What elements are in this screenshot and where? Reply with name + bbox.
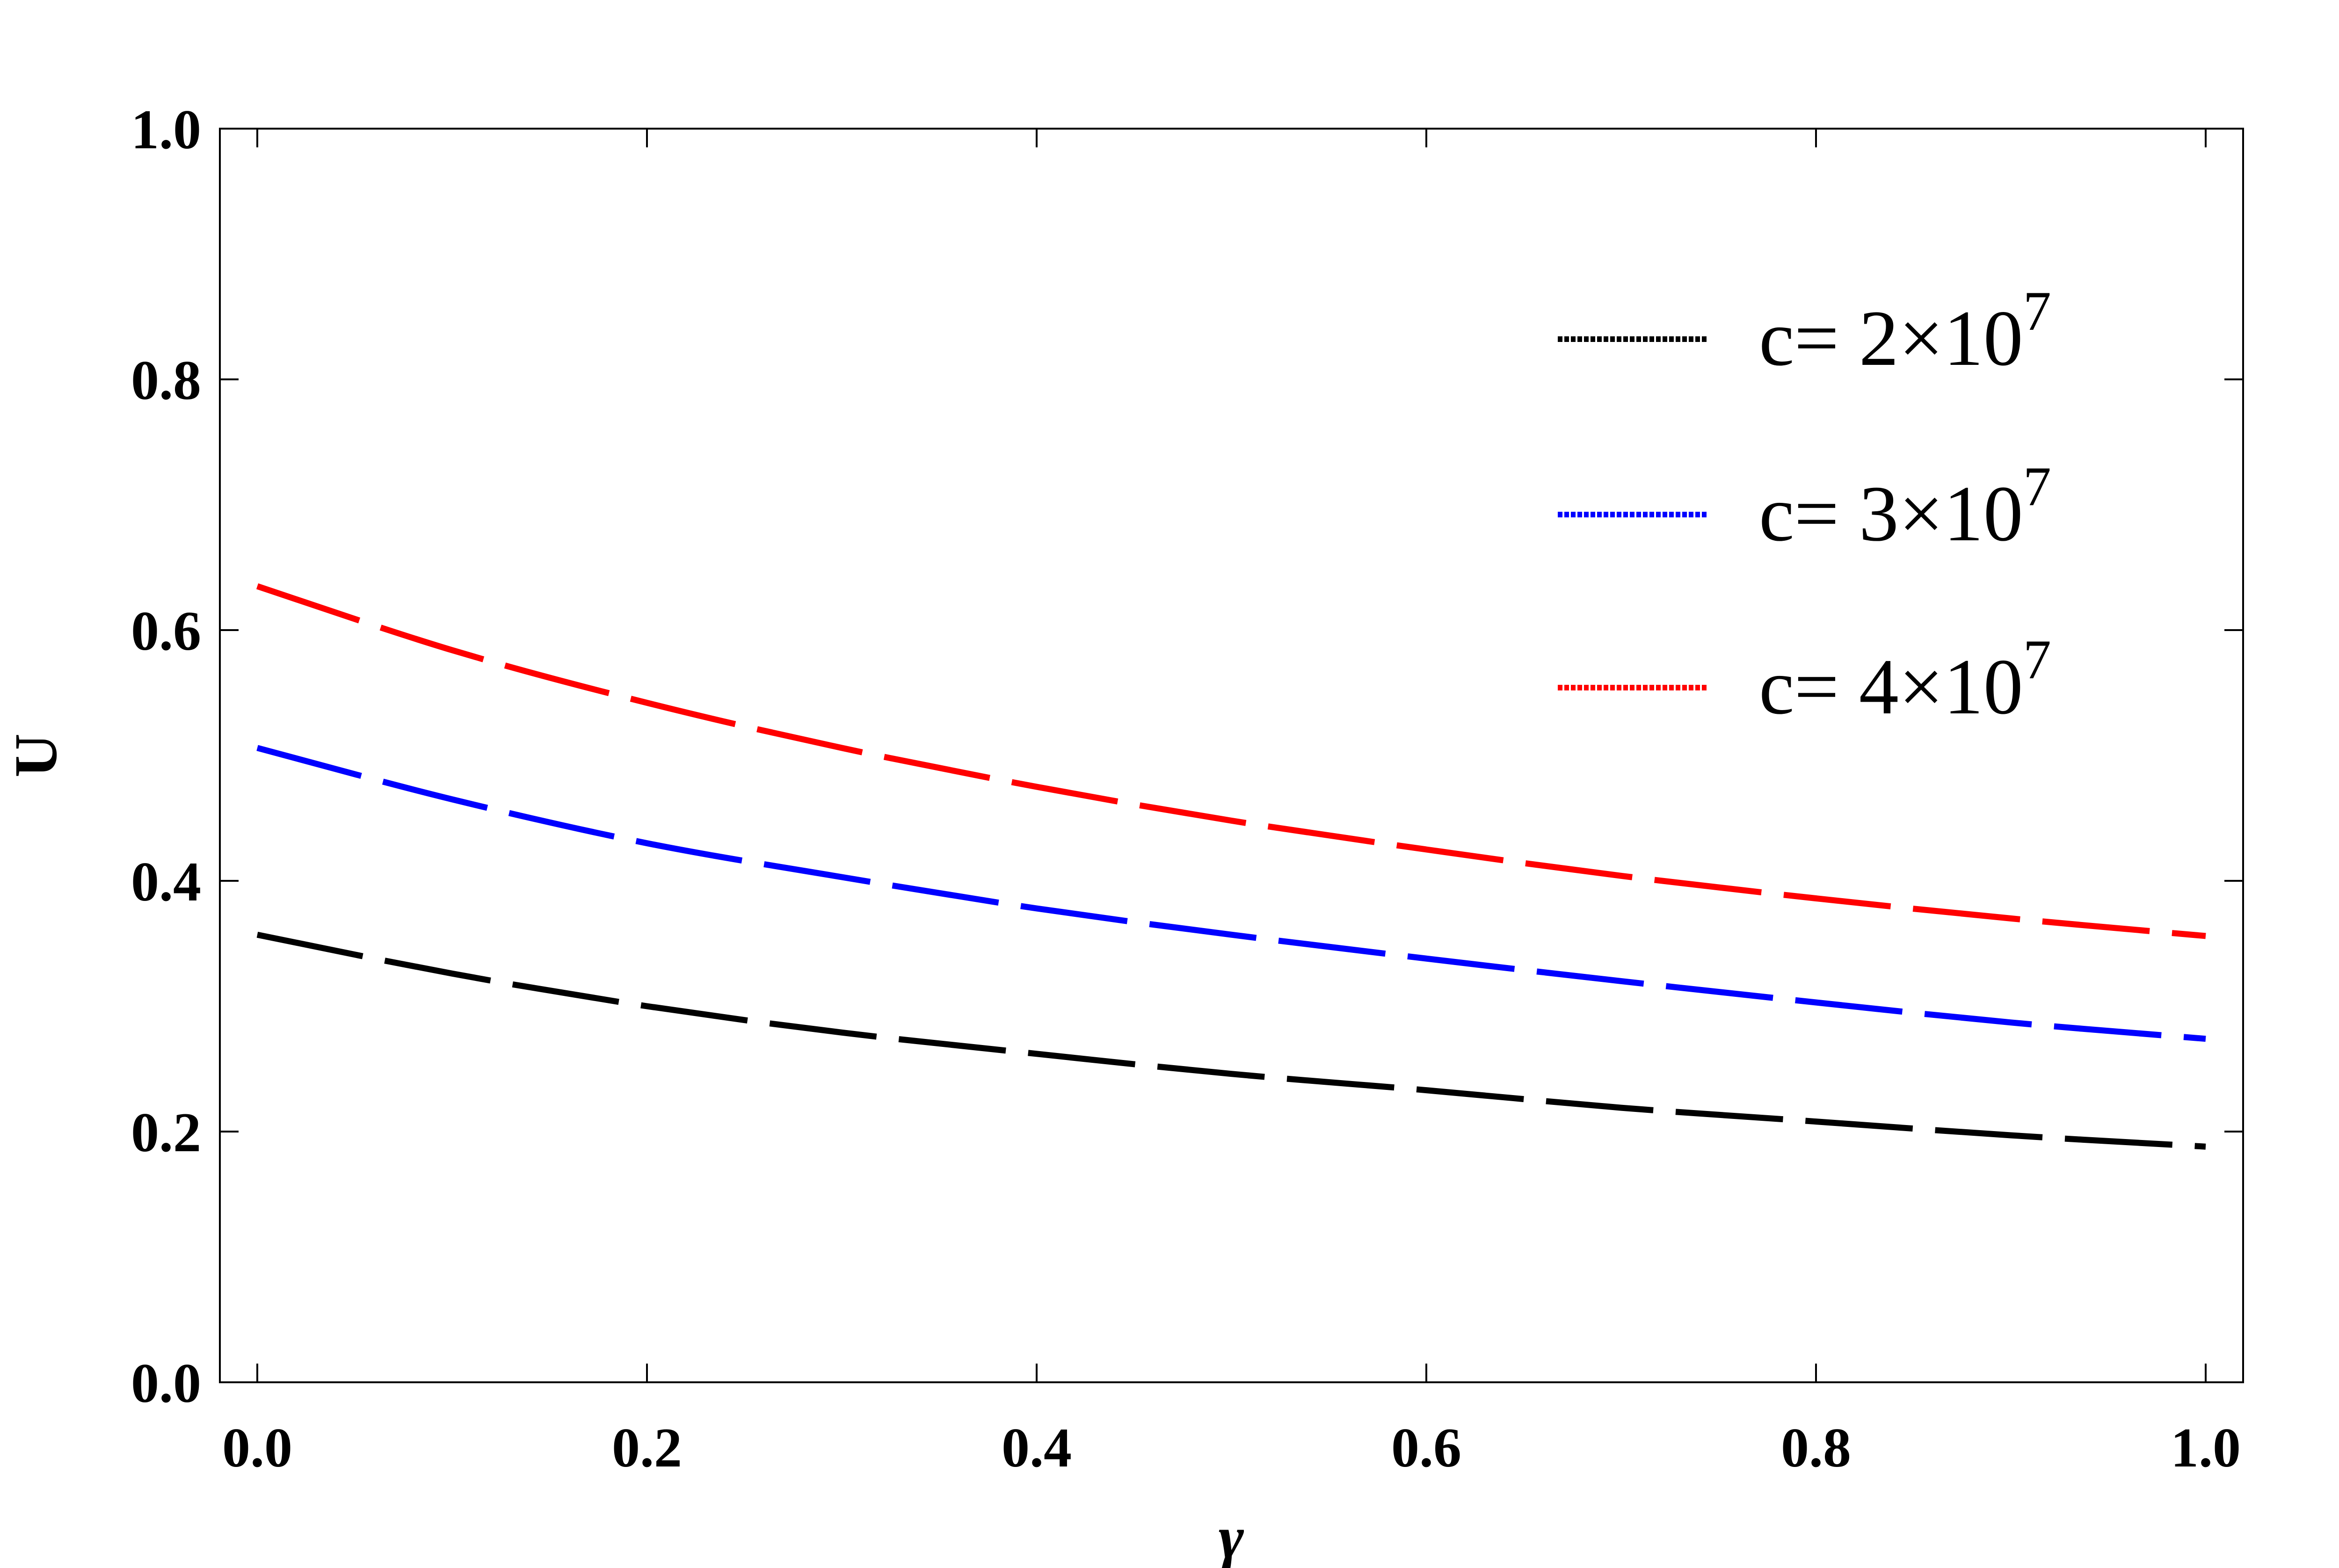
y-tick-label: 0.4 (131, 850, 201, 913)
series-line-3 (256, 583, 2206, 939)
y-tick-label: 0.6 (131, 600, 201, 662)
x-tick-label: 0.6 (1391, 1416, 1461, 1479)
y-tick-label: 0.8 (131, 349, 201, 411)
legend-label-text: c= 4×10 (1759, 643, 2023, 731)
x-tick-label: 1.0 (2171, 1416, 2241, 1479)
series-line-1 (256, 931, 2206, 1150)
x-axis-ticks: 0.0 0.2 0.4 0.6 0.8 1.0 (222, 129, 2241, 1479)
legend-label-text: c= 2×10 (1759, 294, 2023, 382)
legend-label-1: c= 2×107 (1759, 280, 2051, 382)
y-axis-label: U (2, 733, 70, 777)
x-axis-label: γ (1219, 1504, 1244, 1568)
y-tick-label: 1.0 (131, 98, 201, 160)
legend-label-exponent: 7 (2023, 280, 2051, 342)
series-line-2 (256, 745, 2206, 1042)
legend-label-3: c= 4×107 (1759, 628, 2051, 731)
plot-frame (219, 128, 2244, 1383)
x-tick-label: 0.4 (1002, 1416, 1072, 1479)
series-lines (256, 583, 2206, 1150)
x-tick-label: 0.8 (1781, 1416, 1851, 1479)
y-tick-label: 0.0 (131, 1352, 201, 1414)
legend-label-exponent: 7 (2023, 628, 2051, 690)
y-axis-ticks: 0.0 0.2 0.4 0.6 0.8 1.0 (131, 98, 2243, 1414)
y-tick-label: 0.2 (131, 1101, 201, 1163)
legend-label-exponent: 7 (2023, 455, 2051, 517)
x-tick-label: 0.0 (222, 1416, 292, 1479)
legend-label-text: c= 3×10 (1759, 470, 2023, 558)
x-tick-label: 0.2 (612, 1416, 682, 1479)
legend-label-2: c= 3×107 (1759, 455, 2051, 558)
